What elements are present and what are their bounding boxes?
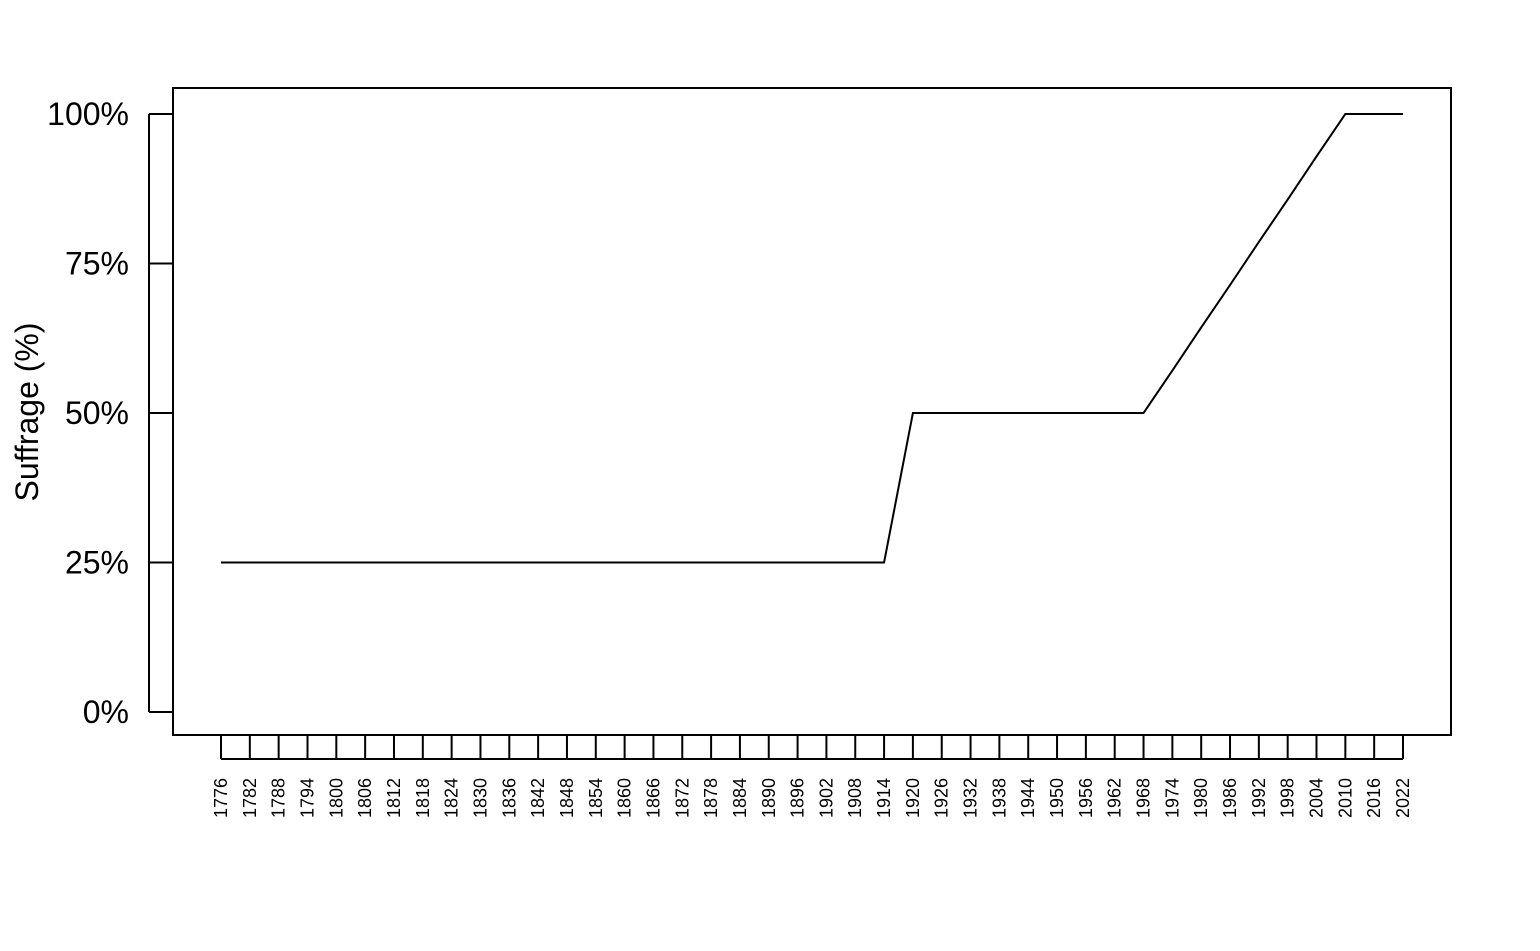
x-tick-label: 1884	[730, 778, 750, 818]
x-tick-label: 1830	[470, 778, 490, 818]
x-tick-label: 1986	[1220, 778, 1240, 818]
x-tick-label: 1806	[355, 778, 375, 818]
y-tick-label: 0%	[83, 694, 129, 730]
series-line	[221, 113, 1403, 564]
x-tick-label: 1962	[1105, 778, 1125, 818]
y-tick-label: 25%	[65, 545, 129, 581]
x-tick-label: 1920	[903, 778, 923, 818]
x-tick-label: 1776	[211, 778, 231, 818]
x-tick-label: 1926	[932, 778, 952, 818]
x-tick-label: 1950	[1047, 778, 1067, 818]
x-tick-label: 2010	[1335, 778, 1355, 818]
x-tick-label: 1932	[961, 778, 981, 818]
x-tick-label: 1980	[1191, 778, 1211, 818]
x-tick-label: 1788	[269, 778, 289, 818]
x-tick-label: 2016	[1364, 778, 1384, 818]
x-tick-label: 1992	[1249, 778, 1269, 818]
x-tick-label: 1974	[1162, 778, 1182, 818]
x-tick-label: 1968	[1134, 778, 1154, 818]
x-tick-label: 1890	[759, 778, 779, 818]
x-tick-label: 1944	[1018, 778, 1038, 818]
x-tick-label: 1860	[615, 778, 635, 818]
x-tick-label: 2004	[1307, 778, 1327, 818]
x-tick-label: 1854	[586, 778, 606, 818]
x-tick-label: 1938	[989, 778, 1009, 818]
x-tick-label: 1872	[672, 778, 692, 818]
x-tick-label: 1848	[557, 778, 577, 818]
x-tick-label: 1908	[845, 778, 865, 818]
y-tick-label: 50%	[65, 395, 129, 431]
x-tick-label: 1818	[413, 778, 433, 818]
x-tick-label: 1782	[240, 778, 260, 818]
x-tick-label: 1794	[297, 778, 317, 818]
x-tick-label: 1902	[816, 778, 836, 818]
x-tick-label: 1836	[499, 778, 519, 818]
x-tick-label: 1866	[643, 778, 663, 818]
y-tick-label: 100%	[47, 96, 129, 132]
x-tick-label: 1824	[442, 778, 462, 818]
x-tick-label: 1800	[326, 778, 346, 818]
y-axis-label: Suffrage (%)	[9, 322, 45, 501]
x-tick-label: 1812	[384, 778, 404, 818]
x-tick-label: 1878	[701, 778, 721, 818]
x-tick-label: 1914	[874, 778, 894, 818]
x-tick-label: 1998	[1278, 778, 1298, 818]
x-tick-label: 1956	[1076, 778, 1096, 818]
x-axis: 1776 1782 1788 1794 1800 1806 1812 1818 1824 1830…	[211, 735, 1413, 818]
y-tick-label: 75%	[65, 246, 129, 282]
plot-frame	[172, 87, 1452, 736]
x-tick-label: 1896	[788, 778, 808, 818]
x-tick-label: 2022	[1393, 778, 1413, 818]
y-axis: 0% 25% 50% 75% 100%	[47, 96, 173, 730]
x-tick-label: 1842	[528, 778, 548, 818]
